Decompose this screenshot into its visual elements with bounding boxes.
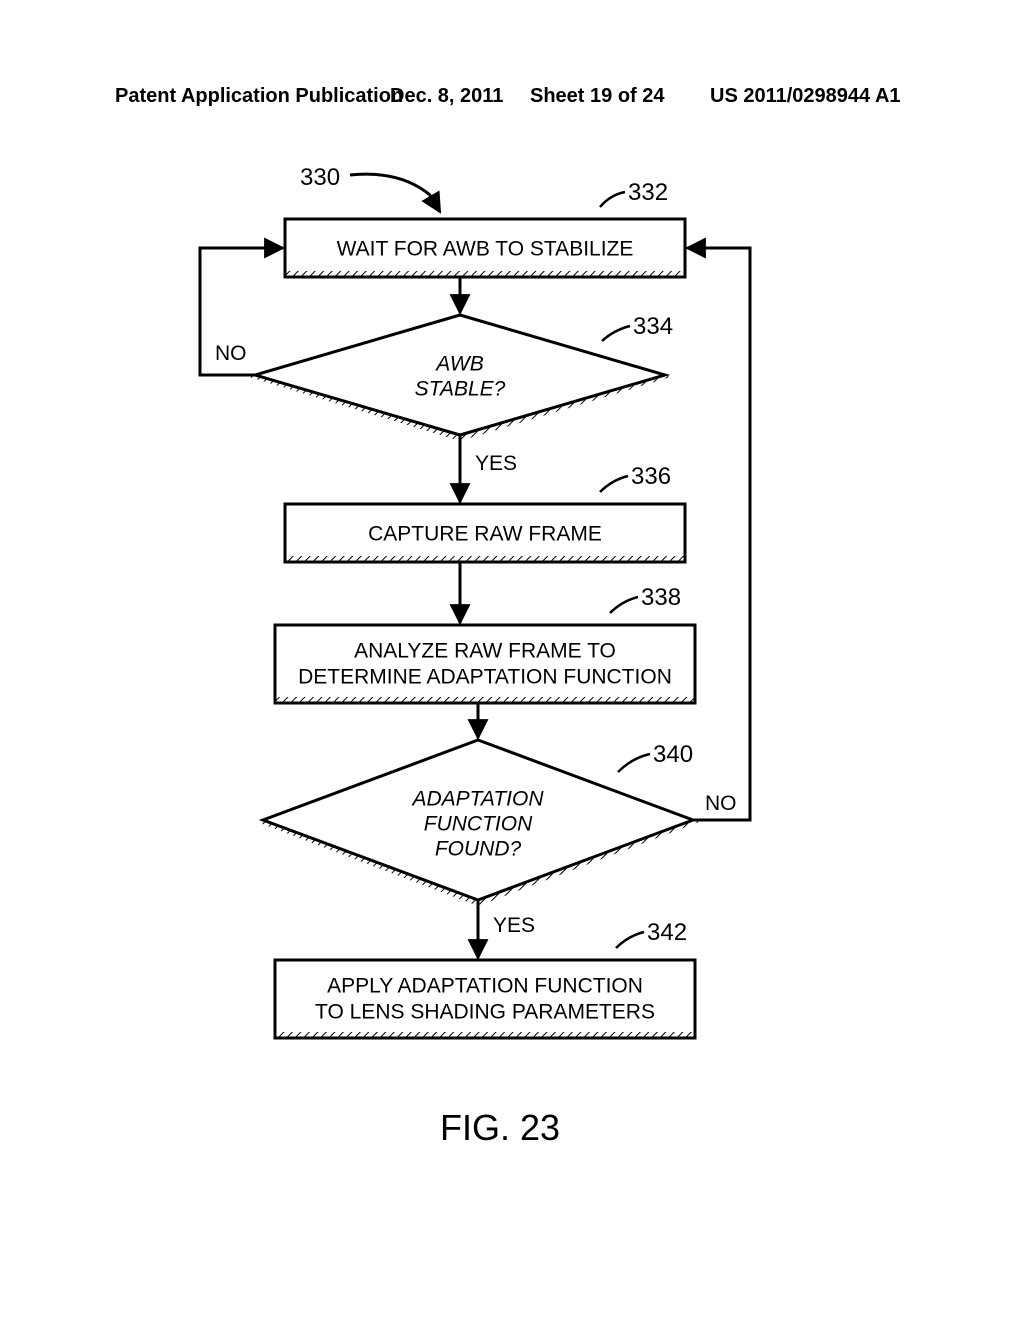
ref-340: 340 xyxy=(653,741,693,768)
node-340-line2: FUNCTION xyxy=(424,813,533,836)
node-340-line3: FOUND? xyxy=(435,838,522,861)
node-336: CAPTURE RAW FRAME xyxy=(285,504,685,562)
node-338-line1: ANALYZE RAW FRAME TO xyxy=(354,640,616,663)
leader-332 xyxy=(600,192,625,207)
label-334-no: NO xyxy=(215,342,247,365)
label-340-no: NO xyxy=(705,792,737,815)
flowchart-diagram: 330 WAIT FOR AWB TO STABILIZE 332 AWB ST… xyxy=(0,0,1024,1320)
node-342-line2: TO LENS SHADING PARAMETERS xyxy=(315,1001,655,1024)
label-334-yes: YES xyxy=(475,452,517,475)
node-336-text: CAPTURE RAW FRAME xyxy=(368,523,602,546)
node-334: AWB STABLE? xyxy=(249,315,671,441)
node-334-line1: AWB xyxy=(434,353,483,376)
leader-334 xyxy=(602,326,630,341)
ref-342: 342 xyxy=(647,919,687,946)
node-338: ANALYZE RAW FRAME TO DETERMINE ADAPTATIO… xyxy=(275,625,695,703)
figure-caption: FIG. 23 xyxy=(440,1107,560,1148)
node-340: ADAPTATION FUNCTION FOUND? xyxy=(257,740,699,906)
node-338-line2: DETERMINE ADAPTATION FUNCTION xyxy=(298,666,672,689)
leader-336 xyxy=(600,476,628,492)
leader-342 xyxy=(616,932,644,948)
ref-330: 330 xyxy=(300,164,340,191)
ref-338: 338 xyxy=(641,584,681,611)
node-332: WAIT FOR AWB TO STABILIZE xyxy=(285,219,685,277)
label-340-yes: YES xyxy=(493,914,535,937)
node-342-line1: APPLY ADAPTATION FUNCTION xyxy=(327,975,643,998)
edge-340-no xyxy=(687,248,750,820)
entry-arrow xyxy=(350,174,440,212)
node-334-line2: STABLE? xyxy=(415,378,506,401)
node-342: APPLY ADAPTATION FUNCTION TO LENS SHADIN… xyxy=(275,960,695,1038)
leader-338 xyxy=(610,597,638,613)
ref-334: 334 xyxy=(633,313,673,340)
ref-332: 332 xyxy=(628,179,668,206)
node-340-line1: ADAPTATION xyxy=(410,788,544,811)
ref-336: 336 xyxy=(631,463,671,490)
leader-340 xyxy=(618,754,650,772)
node-332-text: WAIT FOR AWB TO STABILIZE xyxy=(337,238,634,261)
